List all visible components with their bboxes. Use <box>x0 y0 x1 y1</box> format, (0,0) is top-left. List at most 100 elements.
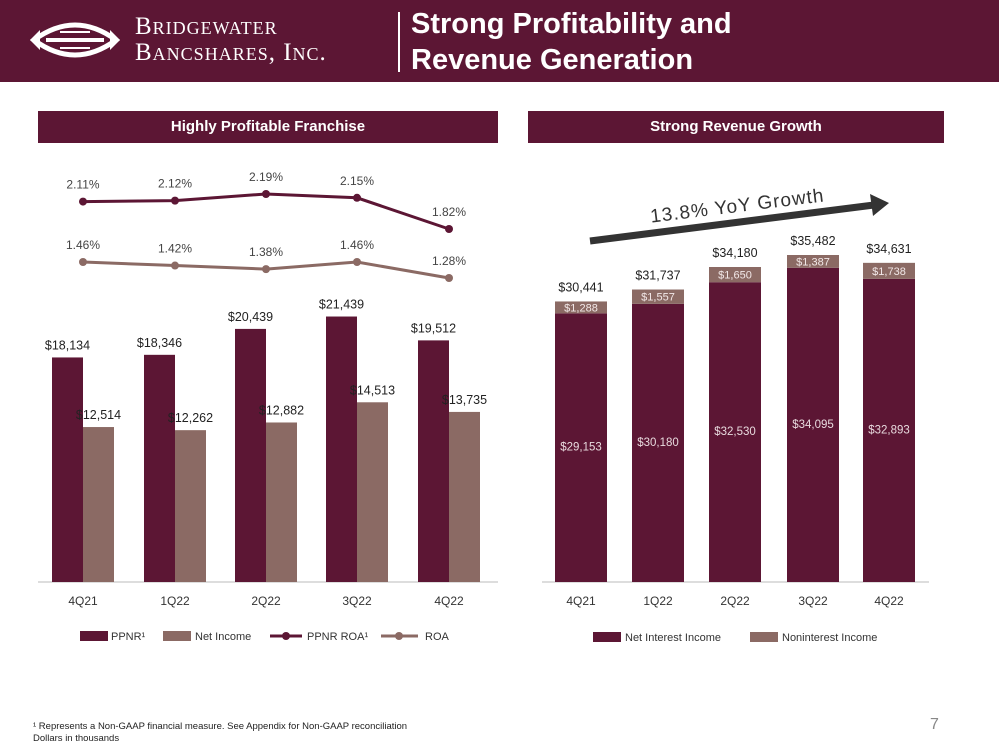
legend-net-interest-income-label: Net Interest Income <box>625 632 721 644</box>
noninterest-income-bar <box>787 255 839 268</box>
ppnr-roa-data-label: 2.11% <box>66 178 99 192</box>
noninterest-income-data-label: $1,387 <box>796 256 830 268</box>
right-x-tick-label: 4Q21 <box>566 594 596 608</box>
net-income-bar <box>357 402 388 582</box>
header-banner: Bridgewater Bancshares, Inc. Strong Prof… <box>0 0 999 82</box>
net-interest-income-data-label: $32,893 <box>868 424 910 436</box>
ppnr-data-label: $20,439 <box>228 310 273 324</box>
ppnr-bar <box>52 357 83 582</box>
net-interest-income-data-label: $34,095 <box>792 419 834 431</box>
total-revenue-label: $34,631 <box>866 242 911 256</box>
ppnr-data-label: $21,439 <box>319 298 364 312</box>
ppnr-data-label: $19,512 <box>411 321 456 335</box>
net-interest-income-bar <box>555 313 607 582</box>
legend-net-income-swatch <box>163 631 191 641</box>
legend-net-interest-income-swatch <box>593 632 621 642</box>
total-revenue-label: $35,482 <box>790 234 835 248</box>
page-number: 7 <box>930 716 939 733</box>
left-x-tick-label: 4Q21 <box>68 594 98 608</box>
bridgewater-logo-icon <box>30 22 120 58</box>
left-panel-title: Highly Profitable Franchise <box>38 111 498 143</box>
ppnr-roa-point <box>79 197 87 206</box>
ppnr-roa-data-label: 2.19% <box>249 170 283 184</box>
ppnr-roa-line <box>82 192 450 231</box>
ppnr-roa-point <box>262 190 270 198</box>
roa-data-label: 1.42% <box>158 242 192 256</box>
company-name-line2: Bancshares, Inc. <box>135 39 327 66</box>
right-x-tick-label: 1Q22 <box>643 594 673 608</box>
noninterest-income-bar <box>555 301 607 314</box>
ppnr-roa-data-label: 2.12% <box>158 177 192 191</box>
noninterest-income-data-label: $1,288 <box>564 302 598 314</box>
legend-roa-label: ROA <box>425 631 450 643</box>
noninterest-income-data-label: $1,557 <box>641 292 675 304</box>
company-name: Bridgewater Bancshares, Inc. <box>135 14 327 66</box>
roa-data-label: 1.46% <box>340 238 374 252</box>
roa-point <box>79 258 87 266</box>
legend-noninterest-income-swatch <box>750 632 778 642</box>
left-x-tick-label: 3Q22 <box>342 594 372 608</box>
legend-noninterest-income-label: Noninterest Income <box>782 632 877 644</box>
left-x-tick-label: 1Q22 <box>160 594 190 608</box>
roa-point <box>445 274 453 282</box>
net-income-data-label: $13,735 <box>442 393 487 407</box>
net-interest-income-data-label: $29,153 <box>560 442 602 454</box>
ppnr-roa-point <box>171 196 179 205</box>
net-interest-income-bar <box>787 267 839 582</box>
footnote: ¹ Represents a Non-GAAP financial measur… <box>33 721 407 745</box>
roa-point <box>262 265 270 274</box>
total-revenue-label: $31,737 <box>635 269 680 283</box>
noninterest-income-bar <box>709 266 761 283</box>
roa-data-label: 1.28% <box>432 254 466 268</box>
legend-ppnr-swatch <box>80 631 108 641</box>
roa-data-label: 1.38% <box>249 245 283 259</box>
net-income-bar <box>175 430 206 582</box>
net-income-bar <box>266 422 297 582</box>
legend-roa-marker <box>395 632 403 640</box>
legend-ppnr-label: PPNR¹ <box>111 631 146 643</box>
page-title-line1: Strong Profitability and <box>411 8 732 40</box>
company-name-line1: Bridgewater <box>135 13 278 40</box>
ppnr-bar <box>235 328 266 582</box>
legend-net-income-label: Net Income <box>195 631 251 643</box>
noninterest-income-data-label: $1,738 <box>872 266 906 278</box>
growth-arrow-head <box>870 194 889 216</box>
legend-ppnr-roa-marker <box>282 632 290 640</box>
ppnr-roa-point <box>353 193 361 202</box>
ppnr-roa-data-label: 2.15% <box>340 174 374 188</box>
ppnr-data-label: $18,134 <box>45 338 90 352</box>
roa-point <box>171 261 179 270</box>
total-revenue-label: $30,441 <box>558 280 603 294</box>
ppnr-data-label: $18,346 <box>137 336 182 350</box>
net-income-data-label: $14,513 <box>350 383 395 397</box>
roa-point <box>353 258 361 266</box>
left-x-tick-label: 2Q22 <box>251 594 281 608</box>
page-title: Strong Profitability and Revenue Generat… <box>411 6 732 78</box>
net-income-data-label: $12,262 <box>168 411 213 425</box>
total-revenue-label: $34,180 <box>712 246 757 260</box>
net-interest-income-data-label: $30,180 <box>637 437 679 449</box>
net-interest-income-bar <box>709 282 761 582</box>
right-x-tick-label: 3Q22 <box>798 594 828 608</box>
ppnr-bar <box>326 316 357 582</box>
ppnr-roa-point <box>445 225 453 233</box>
net-interest-income-bar <box>632 303 684 582</box>
net-interest-income-data-label: $32,530 <box>714 426 756 438</box>
net-interest-income-bar <box>863 278 915 582</box>
right-x-tick-label: 4Q22 <box>874 594 904 608</box>
header-divider <box>398 12 400 72</box>
growth-arrow-shaft <box>589 201 875 245</box>
right-panel-title: Strong Revenue Growth <box>528 111 944 143</box>
footnote-line2: Dollars in thousands <box>33 733 120 744</box>
noninterest-income-bar <box>632 289 684 304</box>
legend-ppnr-roa-label: PPNR ROA¹ <box>307 631 368 643</box>
net-income-data-label: $12,882 <box>259 403 304 417</box>
net-income-bar <box>83 427 114 582</box>
right-x-tick-label: 2Q22 <box>720 594 750 608</box>
ppnr-roa-data-label: 1.82% <box>432 205 466 219</box>
footnote-line1: ¹ Represents a Non-GAAP financial measur… <box>33 721 408 732</box>
page-title-line2: Revenue Generation <box>411 44 694 76</box>
roa-data-label: 1.46% <box>66 238 100 252</box>
ppnr-bar <box>418 340 449 582</box>
